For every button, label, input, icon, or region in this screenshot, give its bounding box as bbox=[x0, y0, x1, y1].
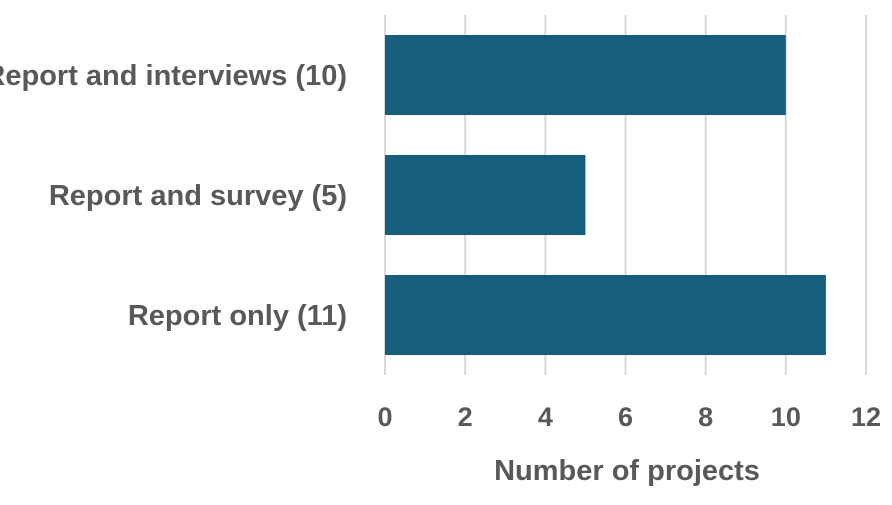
x-tick-label: 12 bbox=[851, 402, 881, 432]
bar bbox=[385, 275, 826, 355]
x-tick-label: 4 bbox=[538, 402, 553, 432]
category-label: Report only (11) bbox=[128, 300, 347, 332]
category-label: Report and interviews (10) bbox=[0, 60, 347, 92]
bar bbox=[385, 35, 786, 115]
x-tick-label: 6 bbox=[618, 402, 633, 432]
category-label: Report and survey (5) bbox=[49, 180, 347, 212]
x-axis-title: Number of projects bbox=[494, 455, 760, 487]
category-labels: Report and interviews (10) Report and sur… bbox=[0, 60, 347, 332]
x-tick-labels: 0 2 4 6 8 10 12 bbox=[377, 402, 881, 432]
x-tick-label: 0 bbox=[377, 402, 392, 432]
bar bbox=[385, 155, 586, 235]
x-tick-label: 2 bbox=[458, 402, 473, 432]
bars bbox=[385, 35, 826, 355]
x-tick-label: 10 bbox=[771, 402, 801, 432]
x-tick-label: 8 bbox=[698, 402, 713, 432]
